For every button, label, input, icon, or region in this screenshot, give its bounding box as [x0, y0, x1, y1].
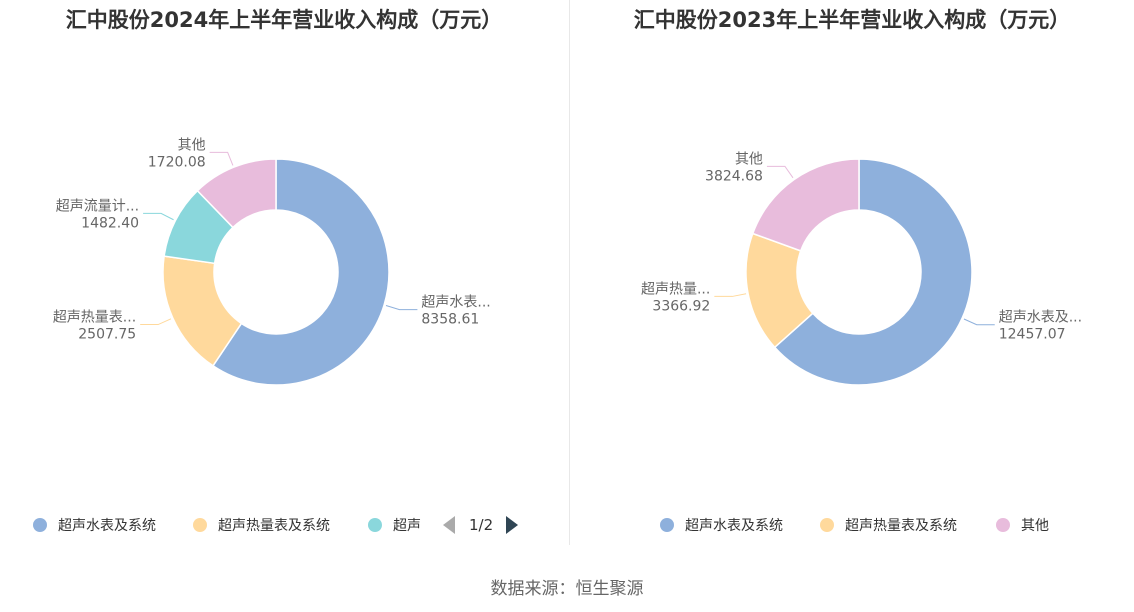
- legend-item-heat-meter[interactable]: 超声热量表及系统: [193, 513, 330, 537]
- legend-item-heat-meter[interactable]: 超声热量表及系统: [820, 513, 957, 537]
- slice-value-label: 2507.75: [78, 327, 136, 343]
- legend-2024: 超声水表及系统 超声热量表及系统 超声 1/2: [0, 513, 568, 537]
- pager-next-icon[interactable]: [506, 516, 519, 534]
- slice-name-label: 超声热量表...: [53, 310, 136, 326]
- pager-prev-icon[interactable]: [443, 516, 455, 534]
- slice-name-label: 其他: [178, 137, 206, 153]
- chart-panel-2024: 汇中股份2024年上半年营业收入构成（万元） 超声水表... 8358.61 超声热…: [0, 0, 568, 545]
- legend-item-water-meter[interactable]: 超声水表及系统: [660, 513, 783, 537]
- legend-label: 超声水表及系统: [58, 518, 156, 534]
- slice-name-label: 超声水表及...: [999, 310, 1082, 326]
- legend-label: 超声热量表及系统: [218, 518, 330, 534]
- legend-marker: [368, 518, 382, 532]
- data-source: 数据来源：恒生聚源: [490, 579, 644, 599]
- pager-text: 1/2: [469, 516, 494, 534]
- donut-slice-0: [773, 158, 973, 386]
- donut-slice-3: [196, 158, 277, 229]
- slice-name-label: 超声热量...: [641, 281, 710, 297]
- leader-line-0: [385, 305, 418, 311]
- slice-value-label: 3824.68: [705, 168, 763, 184]
- slice-value-label: 1720.08: [148, 154, 206, 170]
- legend-item-other[interactable]: 其他: [996, 513, 1049, 537]
- chart-title-2024: 汇中股份2024年上半年营业收入构成（万元）: [65, 8, 503, 32]
- leader-line-0: [963, 318, 995, 326]
- leader-line-1: [714, 293, 747, 297]
- legend-item-flow-meter[interactable]: 超声: [368, 513, 421, 537]
- leader-line-2: [143, 212, 174, 221]
- leader-line-3: [209, 151, 234, 166]
- legend-marker: [660, 518, 674, 532]
- legend-label: 超声热量表及系统: [845, 518, 957, 534]
- slice-name-label: 超声流量计...: [56, 198, 139, 214]
- legend-label: 其他: [1021, 518, 1049, 534]
- chart-title-2023: 汇中股份2023年上半年营业收入构成（万元）: [633, 8, 1071, 32]
- legend-marker: [996, 518, 1010, 532]
- slice-name-label: 其他: [735, 151, 763, 167]
- leader-line-2: [766, 165, 794, 179]
- panel-divider: [569, 0, 570, 545]
- chart-panel-2023: 汇中股份2023年上半年营业收入构成（万元） 超声水表及... 12457.07 超…: [570, 0, 1134, 545]
- legend-marker: [193, 518, 207, 532]
- leader-line-1: [140, 318, 172, 326]
- legend-label: 超声水表及系统: [685, 518, 783, 534]
- donut-chart-2024: 超声水表...8358.61 超声热量表...2507.75 超声流量计...148…: [53, 137, 491, 386]
- slice-value-label: 1482.40: [81, 215, 139, 231]
- legend-2023: 超声水表及系统 超声热量表及系统 其他: [570, 513, 1134, 537]
- slice-name-label: 超声水表...: [421, 295, 490, 311]
- legend-pager: 1/2: [443, 513, 519, 537]
- legend-marker: [33, 518, 47, 532]
- slice-value-label: 3366.92: [652, 298, 710, 314]
- slice-value-label: 8358.61: [421, 312, 479, 328]
- slice-value-label: 12457.07: [999, 327, 1066, 343]
- legend-item-water-meter[interactable]: 超声水表及系统: [33, 513, 156, 537]
- legend-label: 超声: [393, 518, 421, 534]
- donut-slice-2: [751, 158, 860, 252]
- legend-marker: [820, 518, 834, 532]
- donut-slice-0: [211, 158, 390, 386]
